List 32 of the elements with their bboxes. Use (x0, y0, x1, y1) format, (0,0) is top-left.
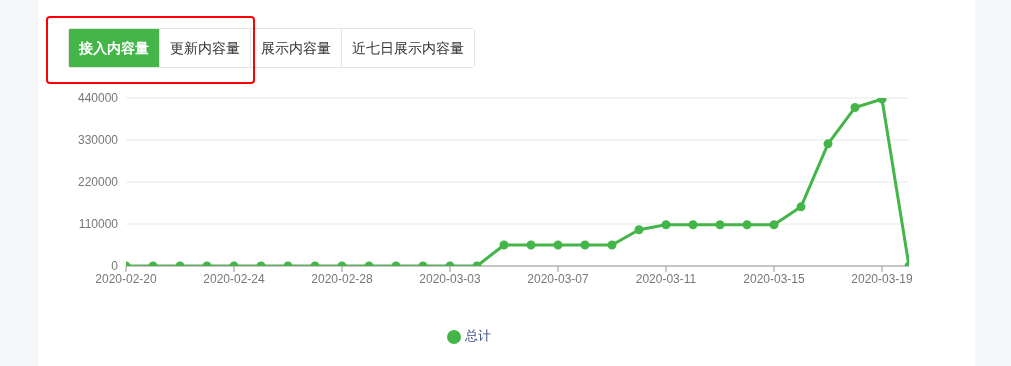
point (499, 240, 509, 250)
x-tick-label: 2020-03-07 (527, 271, 590, 286)
point (850, 103, 860, 113)
x-tick-label: 2020-02-28 (311, 271, 374, 286)
point (526, 240, 536, 250)
point (553, 240, 563, 250)
point (688, 220, 698, 230)
point (742, 220, 752, 230)
y-tick-label: 440000 (77, 91, 119, 106)
point (823, 139, 833, 149)
x-tick-label: 2020-02-20 (95, 271, 158, 286)
x-tick-label: 2020-03-11 (635, 271, 697, 286)
point (580, 240, 590, 250)
point (796, 202, 806, 212)
text: 更新内容量 (159, 29, 250, 67)
point (607, 240, 617, 250)
text: 展示内容量 (250, 29, 341, 67)
point (634, 225, 644, 235)
x-tick-label: 2020-03-19 (851, 271, 914, 286)
text: 接入内容量 (69, 29, 159, 67)
y-tick-label: 330000 (77, 133, 119, 148)
x-tick-label: 2020-03-03 (419, 271, 482, 286)
y-tick-label: 220000 (77, 175, 119, 190)
point (661, 220, 671, 230)
text: 近七日展示内容量 (341, 29, 474, 67)
y-tick-label: 110000 (78, 217, 119, 232)
point (769, 220, 779, 230)
legend-label: 总计 (464, 328, 491, 343)
x-tick-label: 2020-03-15 (743, 271, 806, 286)
point (715, 220, 725, 230)
x-tick-label: 2020-02-24 (203, 271, 266, 286)
y-tick-label: 0 (111, 259, 119, 274)
